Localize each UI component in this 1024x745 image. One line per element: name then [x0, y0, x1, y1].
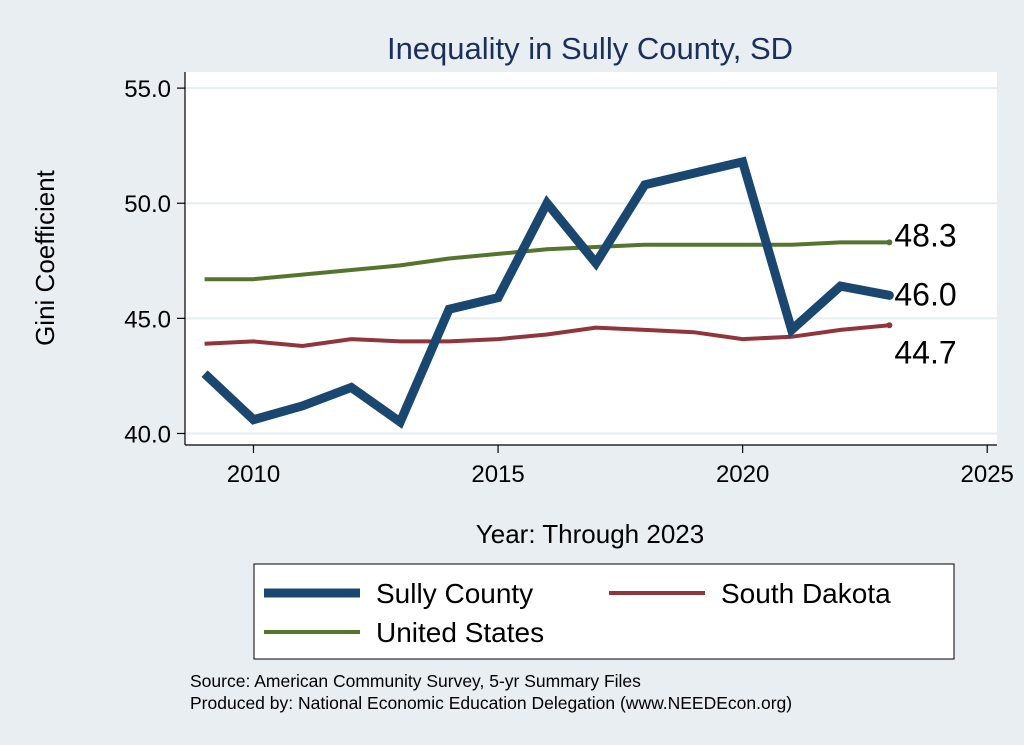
- y-tick-label: 50.0: [124, 191, 171, 218]
- legend-box: [253, 563, 955, 660]
- series-lines: [201, 156, 891, 429]
- y-tick-label: 45.0: [124, 306, 171, 333]
- x-tick-label: 2025: [961, 461, 1014, 488]
- end-marker: [884, 290, 894, 300]
- series-line-united-states: [204, 240, 890, 282]
- x-tick-label: 2010: [227, 461, 280, 488]
- legend: Sully County South Dakota United States: [264, 578, 891, 648]
- grid-lines: [185, 87, 997, 435]
- axes: 40.0 45.0 50.0 55.0 2010 2015 2020 2025: [124, 72, 1014, 488]
- end-value-label: 44.7: [894, 334, 956, 370]
- legend-label: United States: [376, 617, 544, 648]
- x-tick-label: 2015: [471, 461, 524, 488]
- x-axis-title: Year: Through 2023: [476, 519, 704, 549]
- y-tick-label: 40.0: [124, 421, 171, 448]
- chart-title: Inequality in Sully County, SD: [387, 31, 793, 66]
- end-labels: 46.0 44.7 48.3: [884, 217, 957, 370]
- end-value-label: 48.3: [894, 217, 956, 253]
- end-value-label: 46.0: [894, 276, 956, 312]
- legend-label: Sully County: [376, 578, 533, 609]
- end-marker: [886, 322, 893, 329]
- y-tick-label: 55.0: [124, 76, 171, 103]
- x-tick-label: 2020: [716, 461, 769, 488]
- y-axis-title: Gini Coefficient: [30, 169, 60, 346]
- series-line-south-dakota: [204, 323, 890, 349]
- source-note: Source: American Community Survey, 5-yr …: [190, 671, 641, 691]
- series-line-sully-county: [201, 156, 891, 429]
- end-marker: [886, 239, 893, 246]
- producer-note: Produced by: National Economic Education…: [190, 693, 792, 713]
- legend-label: South Dakota: [721, 578, 891, 609]
